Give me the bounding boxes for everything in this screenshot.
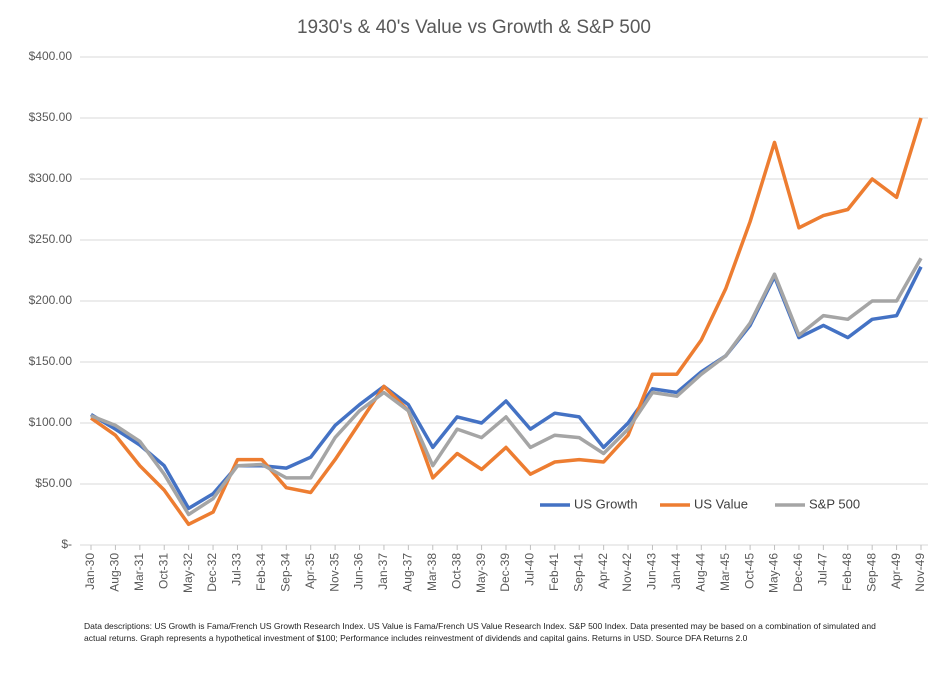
x-tick-label: May-39 <box>474 553 488 593</box>
y-tick-label: $350.00 <box>29 110 73 124</box>
legend-label: US Value <box>694 496 748 511</box>
x-tick-label: Dec-32 <box>205 553 219 592</box>
x-tick-label: Sep-34 <box>278 553 292 592</box>
chart-title: 1930's & 40's Value vs Growth & S&P 500 <box>297 17 651 38</box>
x-tick-label: Feb-48 <box>840 553 854 591</box>
y-tick-label: $300.00 <box>29 171 73 185</box>
x-tick-label: Nov-49 <box>913 553 927 592</box>
x-tick-label: Jul-33 <box>230 553 244 586</box>
y-tick-label: $200.00 <box>29 293 73 307</box>
x-tick-label: Jul-40 <box>523 553 537 586</box>
y-tick-label: $250.00 <box>29 232 73 246</box>
x-tick-label: Dec-46 <box>791 553 805 592</box>
legend-label: US Growth <box>574 496 638 511</box>
x-tick-label: Jun-43 <box>645 553 659 590</box>
y-tick-label: $50.00 <box>35 476 72 490</box>
x-tick-label: Apr-42 <box>596 553 610 589</box>
x-tick-label: Sep-48 <box>864 553 878 592</box>
x-tick-label: Apr-35 <box>303 553 317 589</box>
x-tick-label: Oct-38 <box>449 553 463 589</box>
x-tick-label: Jan-44 <box>669 553 683 590</box>
legend-label: S&P 500 <box>809 496 860 511</box>
line-series <box>90 257 923 517</box>
x-tick-label: Mar-45 <box>718 553 732 591</box>
x-tick-label: Jun-36 <box>352 553 366 590</box>
x-tick-label: Dec-39 <box>498 553 512 592</box>
x-tick-label: Jul-47 <box>816 553 830 586</box>
x-tick-label: Jan-37 <box>376 553 390 590</box>
x-tick-label: Aug-44 <box>693 553 707 592</box>
y-tick-label: $- <box>61 537 72 551</box>
x-tick-label: Feb-41 <box>547 553 561 591</box>
y-tick-label: $150.00 <box>29 354 73 368</box>
x-tick-label: Jan-30 <box>83 553 97 590</box>
x-tick-label: Nov-35 <box>327 553 341 592</box>
y-tick-label: $100.00 <box>29 415 73 429</box>
x-tick-label: Nov-42 <box>620 553 634 592</box>
x-tick-label: Aug-37 <box>401 553 415 592</box>
x-tick-label: Mar-31 <box>132 553 146 591</box>
x-tick-label: May-46 <box>767 553 781 593</box>
x-tick-label: Feb-34 <box>254 553 268 591</box>
x-tick-label: Mar-38 <box>425 553 439 591</box>
line-series <box>90 266 923 511</box>
y-tick-label: $400.00 <box>29 49 73 63</box>
x-tick-label: Sep-41 <box>571 553 585 592</box>
x-tick-label: Oct-31 <box>156 553 170 589</box>
footnote: Data descriptions: US Growth is Fama/Fre… <box>84 621 876 643</box>
x-tick-label: May-32 <box>181 553 195 593</box>
x-tick-label: Aug-30 <box>108 553 122 592</box>
x-tick-label: Apr-49 <box>889 553 903 589</box>
x-tick-label: Oct-45 <box>742 553 756 589</box>
